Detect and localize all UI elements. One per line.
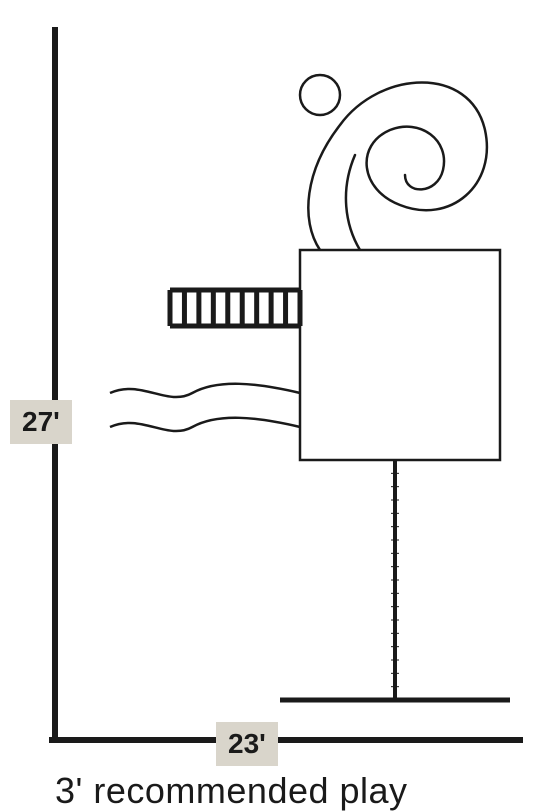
platform-box <box>300 250 500 460</box>
wave-slide-bottom <box>110 418 300 431</box>
height-dim-label: 27' <box>10 400 72 444</box>
playset-diagram-svg <box>0 0 544 804</box>
wave-slide-top <box>110 384 300 397</box>
spiral-cap <box>300 75 340 115</box>
width-dim-label: 23' <box>216 722 278 766</box>
caption-text: 3' recommended play <box>55 770 408 812</box>
